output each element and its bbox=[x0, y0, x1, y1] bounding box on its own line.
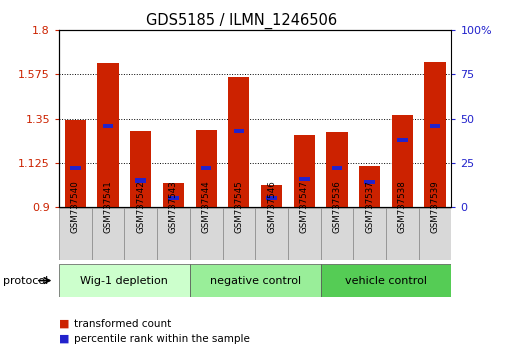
Bar bbox=[124, 208, 157, 260]
Bar bbox=[424, 62, 446, 207]
Bar bbox=[70, 166, 81, 170]
Text: GSM737545: GSM737545 bbox=[234, 180, 243, 233]
Text: GSM737543: GSM737543 bbox=[169, 180, 178, 233]
Bar bbox=[332, 166, 342, 170]
Bar bbox=[353, 208, 386, 260]
Bar bbox=[386, 208, 419, 260]
Text: vehicle control: vehicle control bbox=[345, 275, 427, 286]
Bar bbox=[266, 196, 277, 200]
Bar bbox=[59, 208, 92, 260]
Bar bbox=[397, 138, 408, 142]
Bar bbox=[261, 185, 282, 207]
Text: negative control: negative control bbox=[210, 275, 301, 286]
Text: GSM737539: GSM737539 bbox=[430, 180, 440, 233]
Bar bbox=[321, 264, 451, 297]
Text: GSM737546: GSM737546 bbox=[267, 180, 276, 233]
Bar bbox=[92, 208, 125, 260]
Bar bbox=[299, 177, 309, 181]
Text: percentile rank within the sample: percentile rank within the sample bbox=[74, 334, 250, 344]
Text: Wig-1 depletion: Wig-1 depletion bbox=[81, 275, 168, 286]
Text: ■: ■ bbox=[59, 319, 69, 329]
Bar bbox=[255, 208, 288, 260]
Bar bbox=[228, 77, 249, 207]
Bar bbox=[233, 129, 244, 133]
Bar bbox=[430, 124, 440, 128]
Text: GSM737536: GSM737536 bbox=[332, 180, 342, 233]
Text: GSM737544: GSM737544 bbox=[202, 180, 211, 233]
Text: transformed count: transformed count bbox=[74, 319, 172, 329]
Bar bbox=[321, 208, 353, 260]
Bar bbox=[59, 264, 190, 297]
Bar bbox=[364, 180, 375, 184]
Bar bbox=[326, 132, 348, 207]
Bar bbox=[419, 208, 451, 260]
Bar bbox=[130, 131, 151, 207]
Bar bbox=[392, 115, 413, 207]
Bar bbox=[288, 208, 321, 260]
Text: GSM737537: GSM737537 bbox=[365, 180, 374, 233]
Bar bbox=[293, 135, 315, 207]
Bar bbox=[359, 166, 380, 207]
Bar bbox=[157, 208, 190, 260]
Text: ■: ■ bbox=[59, 334, 69, 344]
Bar bbox=[163, 183, 184, 207]
Bar bbox=[190, 264, 321, 297]
Text: protocol: protocol bbox=[3, 275, 48, 286]
Text: GDS5185 / ILMN_1246506: GDS5185 / ILMN_1246506 bbox=[146, 12, 337, 29]
Bar bbox=[65, 120, 86, 207]
Text: GSM737541: GSM737541 bbox=[104, 180, 112, 233]
Text: GSM737538: GSM737538 bbox=[398, 180, 407, 233]
Bar bbox=[201, 166, 211, 170]
Bar bbox=[103, 124, 113, 128]
Bar bbox=[190, 208, 223, 260]
Text: GSM737540: GSM737540 bbox=[71, 180, 80, 233]
Bar bbox=[168, 196, 179, 200]
Bar bbox=[195, 130, 217, 207]
Bar bbox=[135, 178, 146, 183]
Text: GSM737547: GSM737547 bbox=[300, 180, 309, 233]
Text: GSM737542: GSM737542 bbox=[136, 180, 145, 233]
Bar bbox=[97, 63, 119, 207]
Bar bbox=[223, 208, 255, 260]
